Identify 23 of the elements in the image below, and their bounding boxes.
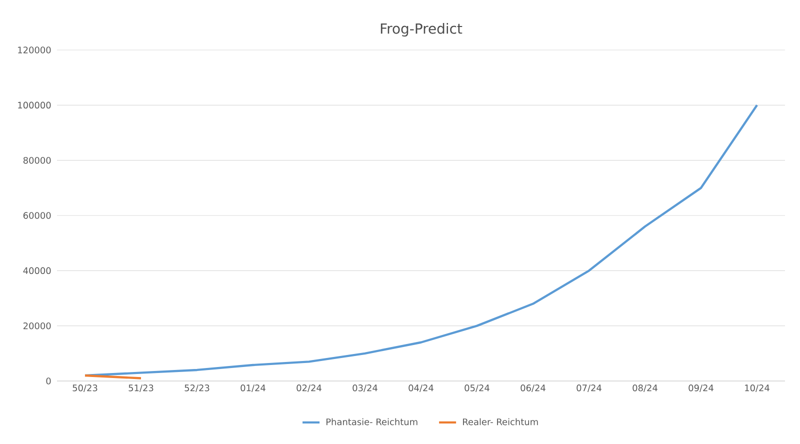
x-tick-label: 07/24 — [576, 384, 602, 392]
y-tick-label: 40000 — [23, 267, 51, 274]
x-tick-label: 09/24 — [688, 384, 714, 392]
y-tick-label: 60000 — [23, 212, 51, 219]
legend-label: Phantasie- Reichtum — [326, 418, 418, 426]
y-tick-label: 120000 — [18, 46, 51, 54]
x-tick-label: 51/23 — [128, 384, 154, 392]
y-tick-label: 0 — [46, 378, 51, 384]
x-tick-label: 52/23 — [184, 384, 210, 392]
x-tick-label: 04/24 — [408, 384, 434, 392]
chart-title: Frog-Predict — [380, 23, 462, 37]
y-tick-label: 80000 — [23, 156, 51, 164]
y-tick-label: 20000 — [23, 322, 51, 330]
x-tick-label: 50/23 — [72, 384, 98, 392]
x-tick-label: 01/24 — [240, 384, 266, 392]
x-tick-label: 08/24 — [632, 384, 658, 392]
y-tick-label: 100000 — [18, 102, 51, 109]
x-tick-label: 03/24 — [352, 384, 378, 392]
x-tick-label: 06/24 — [520, 384, 546, 392]
x-tick-label: 05/24 — [464, 384, 490, 392]
x-tick-label: 10/24 — [745, 384, 770, 392]
legend-label: Realer- Reichtum — [463, 418, 538, 426]
x-tick-label: 02/24 — [296, 384, 322, 392]
